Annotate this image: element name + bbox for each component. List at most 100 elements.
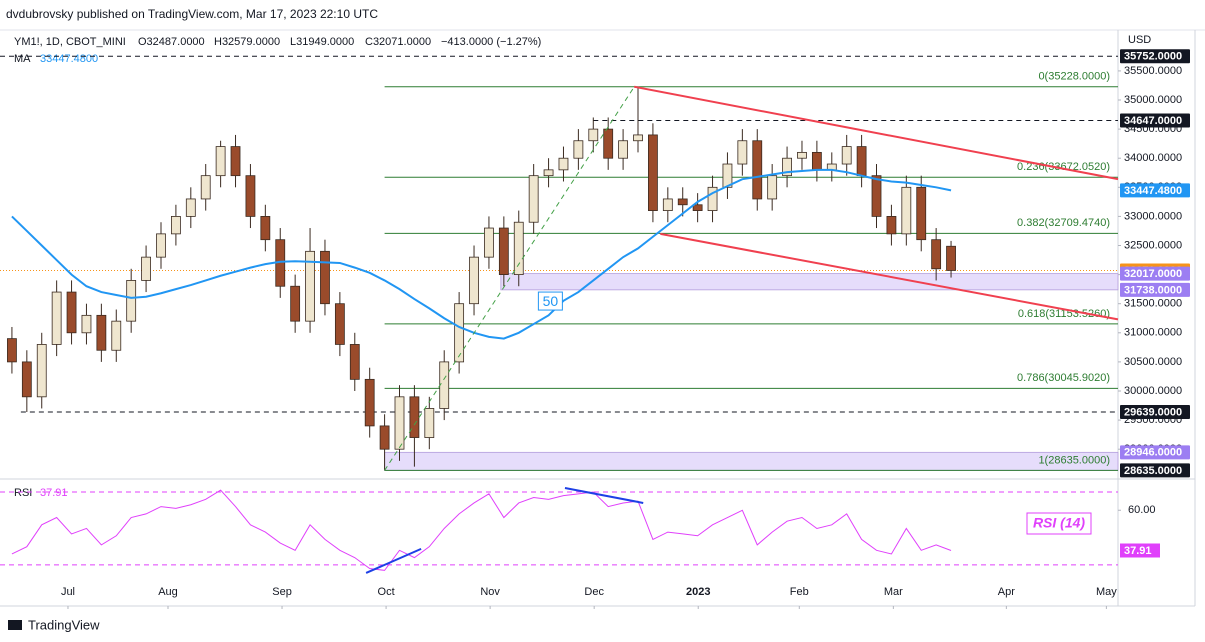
ohlc-high: H32579.0000 (214, 36, 280, 48)
price-badge (1120, 405, 1190, 420)
candle-body (737, 140, 748, 165)
x-tick-label: Apr (998, 586, 1015, 598)
publisher-note: dvdubrovsky published on TradingView.com… (6, 7, 378, 21)
y-tick-label: 33000.0000 (1124, 210, 1182, 222)
candle-body (722, 163, 733, 188)
rsi-badge (1120, 543, 1160, 558)
candle-body (498, 227, 509, 276)
fib-label: 1(28635.0000) (1038, 454, 1110, 466)
tv-logo (8, 620, 22, 630)
rsi-title: RSI (14) (1033, 515, 1085, 531)
candle-body (185, 198, 196, 217)
candle-body (200, 175, 211, 200)
candle-body (21, 361, 32, 398)
candle-body (558, 157, 569, 171)
candle-body (603, 128, 614, 159)
ma-line (11, 168, 952, 340)
y-tick-label: 35000.0000 (1124, 94, 1182, 106)
candle-body (811, 151, 822, 171)
candle-body (66, 291, 77, 334)
candle-body (633, 134, 643, 142)
candle-body (320, 250, 330, 305)
price-badge (1120, 266, 1190, 281)
candle-body (886, 216, 897, 235)
candle-body (707, 186, 718, 211)
candle-body (379, 425, 390, 450)
footer-brand: TradingView (28, 617, 100, 632)
candle-body (901, 186, 912, 235)
price-badge (1120, 183, 1190, 198)
price-badge (1120, 445, 1190, 460)
rsi-tick-label: 60.00 (1128, 504, 1156, 516)
ohlc-change: −413.0000 (−1.27%) (441, 36, 541, 48)
fib-label: 0.786(30045.9020) (1017, 372, 1110, 384)
fib-label: 0.382(32709.4740) (1017, 217, 1110, 229)
y-tick-label: 35500.0000 (1124, 65, 1182, 77)
fib-label: 0.618(31153.5260) (1018, 308, 1110, 320)
price-badge (1120, 113, 1190, 128)
candle-body (767, 175, 778, 200)
y-tick-label: 34000.0000 (1124, 152, 1182, 164)
y-tick-label: 32500.0000 (1124, 239, 1182, 251)
candle-body (916, 186, 927, 241)
candle-body (692, 204, 703, 211)
candle-body (528, 175, 539, 223)
candle-body (648, 134, 658, 211)
divergence-line (365, 547, 422, 574)
candle-body (797, 151, 807, 159)
candle-body (394, 396, 405, 450)
logo-mark (8, 620, 22, 630)
candle-body (290, 285, 301, 322)
zone (384, 451, 1119, 471)
candle-body (305, 250, 315, 322)
candle-body (111, 320, 122, 351)
candle-body (618, 140, 628, 159)
price-badge-label: 31738.0000 (1124, 284, 1182, 296)
rsi-line (11, 489, 952, 571)
candle-body (81, 314, 92, 334)
rsi-name: RSI (14, 487, 32, 499)
ohlc-low: L31949.0000 (290, 36, 354, 48)
candle-body (484, 227, 494, 258)
y-tick-label: 30000.0000 (1124, 385, 1182, 397)
candle-body (334, 303, 345, 345)
trendline (634, 85, 1119, 181)
candle-body (454, 303, 465, 363)
price-badge-label: 28946.0000 (1124, 447, 1182, 459)
candle-body (752, 140, 763, 200)
candle-body (871, 175, 882, 217)
candle-body (141, 256, 151, 281)
x-tick-label: Jul (61, 586, 75, 598)
candle-body (364, 378, 375, 427)
candle-body (260, 216, 271, 241)
price-badge-label: 28635.0000 (1124, 465, 1182, 477)
y-tick-label: 31500.0000 (1124, 298, 1182, 310)
candle-body (424, 408, 435, 438)
x-tick-label: Dec (584, 586, 604, 598)
x-tick-label: May (1096, 586, 1117, 598)
fib-label: 0(35228.0000) (1038, 71, 1110, 83)
candle-body (856, 146, 867, 177)
candle-body (156, 233, 166, 258)
x-tick-label: Feb (790, 586, 809, 598)
price-badge (1120, 49, 1190, 64)
ma-name: MA (14, 53, 31, 65)
rsi-title-box (1026, 512, 1092, 535)
x-tick-label: Sep (272, 586, 292, 598)
candle-body (349, 344, 360, 380)
trendline (660, 232, 1119, 321)
candle-body (931, 239, 942, 270)
trendline (384, 86, 635, 471)
ohlc-open: O32487.0000 (138, 36, 205, 48)
candle-body (170, 216, 181, 235)
candle-body (782, 157, 792, 177)
rsi-value: 37.91 (40, 487, 68, 499)
candle-body (36, 344, 47, 398)
candle-body (7, 338, 17, 363)
price-badge-label: 29639.0000 (1124, 406, 1182, 418)
ma-value: 33447.4800 (40, 53, 98, 65)
price-badge (1120, 282, 1190, 297)
symbol: YM1!, 1D, CBOT_MINI (14, 36, 126, 48)
